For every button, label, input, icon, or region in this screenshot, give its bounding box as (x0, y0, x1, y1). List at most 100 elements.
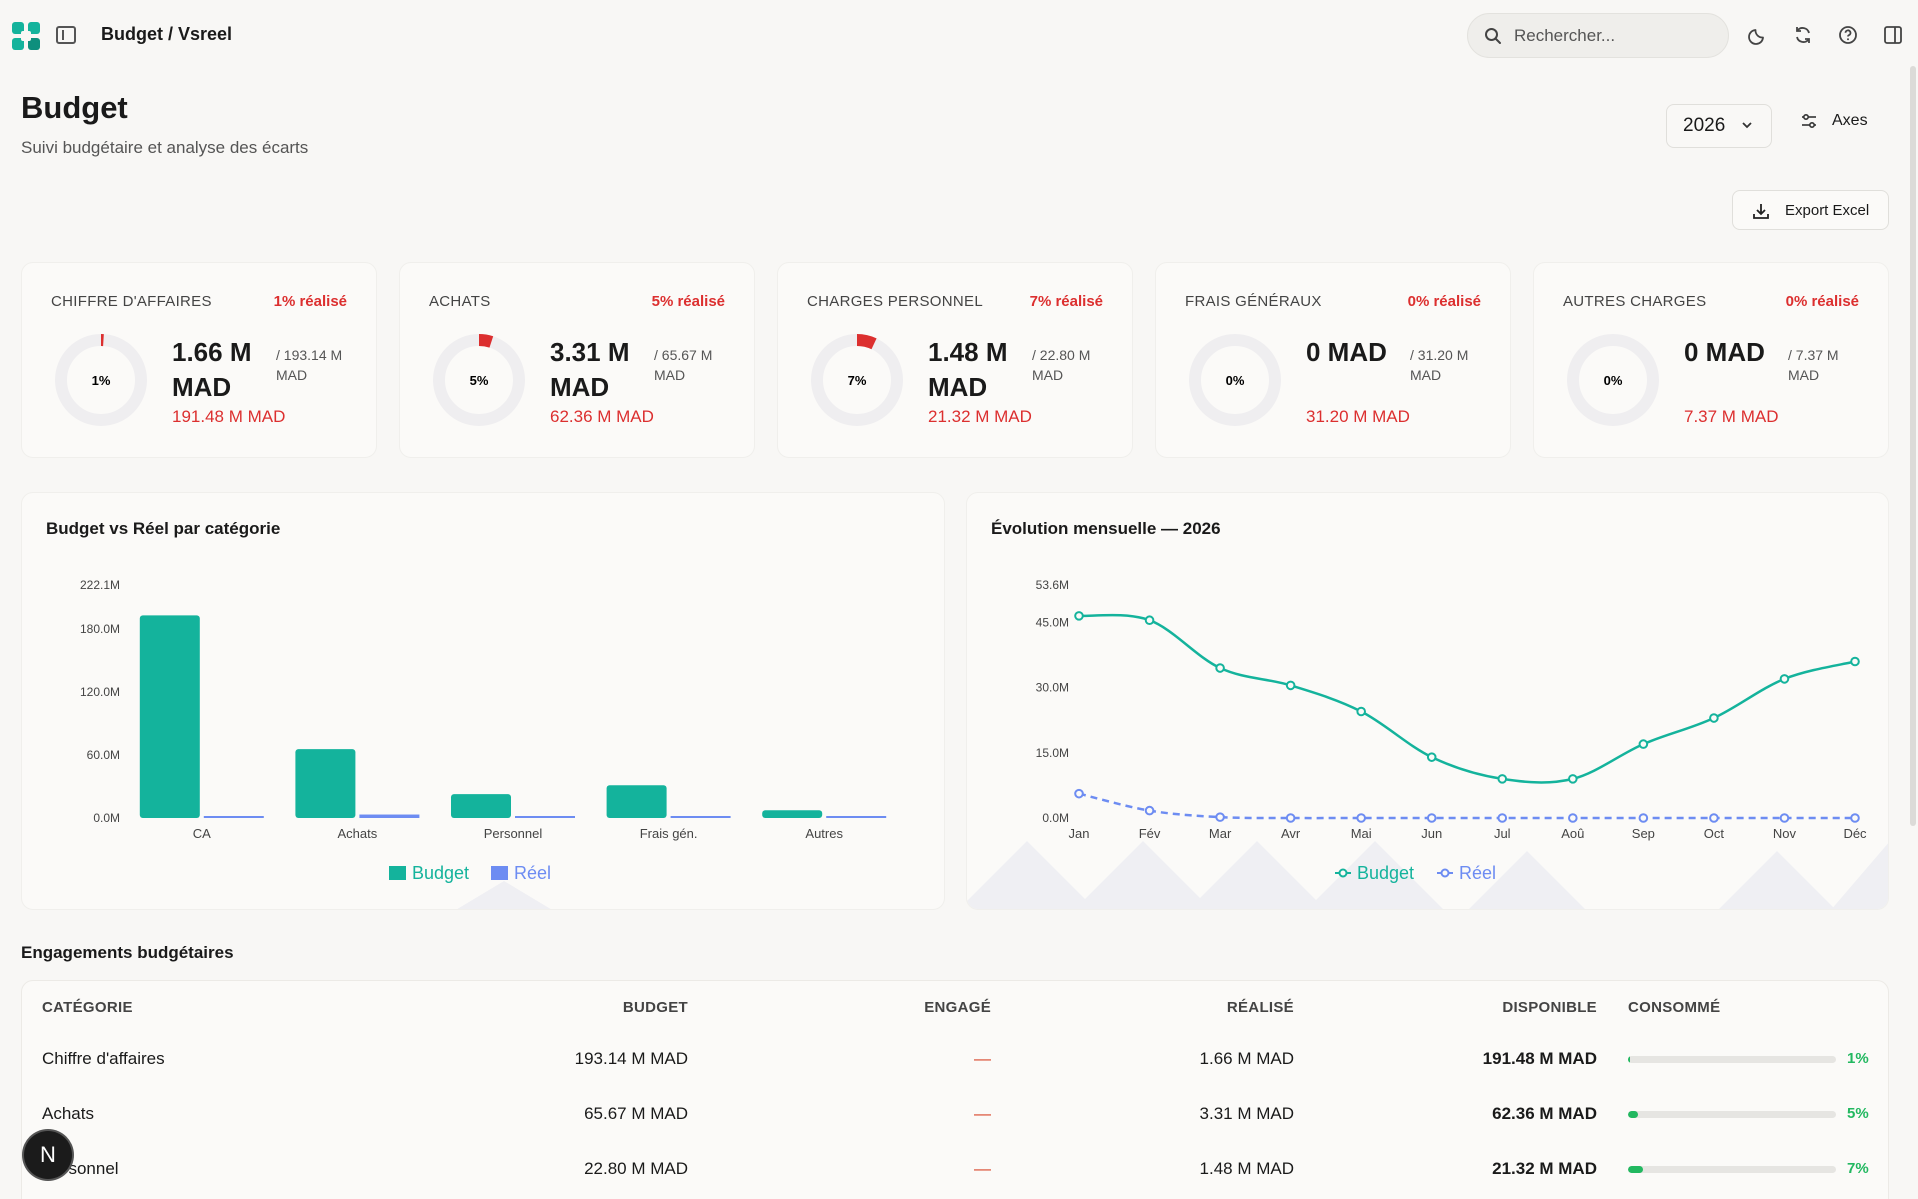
legend-label-reel: Réel (514, 863, 551, 883)
panel-icon[interactable] (1880, 22, 1906, 48)
x-tick-label: Personnel (484, 826, 543, 841)
bar-budget (606, 785, 667, 818)
kpi-budget: / 65.67 M MAD (654, 347, 713, 383)
legend-swatch-budget (389, 866, 406, 880)
donut-label: 0% (1226, 373, 1245, 388)
x-tick-label: Jun (1421, 826, 1442, 841)
x-tick-label: Sep (1632, 826, 1655, 841)
cell-disponible: 21.32 M MAD (1492, 1159, 1597, 1178)
sidebar-toggle-icon[interactable] (56, 26, 76, 44)
data-point (1215, 663, 1225, 673)
x-tick-label: Jul (1494, 826, 1511, 841)
cell-disponible: 191.48 M MAD (1482, 1049, 1597, 1068)
kpi-remaining: 191.48 M MAD (172, 407, 286, 426)
legend-swatch-reel (491, 866, 508, 880)
bar-budget (139, 615, 200, 818)
cell-engage: — (974, 1104, 991, 1123)
export-label: Export Excel (1785, 201, 1870, 219)
cell-budget: 193.14 M MAD (574, 1049, 688, 1068)
kpi-value: 0 MAD (1684, 337, 1765, 367)
breadcrumb: Budget / Vsreel (101, 24, 233, 44)
bar-budget (762, 810, 823, 818)
col-header-consomme[interactable]: CONSOMMÉ (1628, 999, 1721, 1016)
kpi-value: 1.66 M MAD (172, 337, 252, 402)
y-tick-label: 120.0M (80, 685, 120, 699)
export-excel-button[interactable]: Export Excel (1732, 190, 1889, 230)
col-header-disponible[interactable]: DISPONIBLE (1502, 999, 1597, 1016)
kpi-realise-pct: 1% réalisé (273, 293, 347, 310)
y-tick-label: 222.1M (80, 578, 120, 592)
logo-icon[interactable] (10, 20, 42, 52)
search-input[interactable]: Rechercher... (1467, 13, 1729, 58)
decorative-shape (1307, 841, 1443, 909)
search-placeholder: Rechercher... (1514, 25, 1616, 45)
x-tick-label: Fév (1139, 826, 1161, 841)
axes-button[interactable]: Axes (1800, 112, 1868, 130)
donut-fill (433, 334, 525, 426)
data-point (1779, 813, 1790, 823)
consumption-bar (1628, 1166, 1836, 1173)
donut-label: 0% (1604, 373, 1623, 388)
data-point (1074, 611, 1084, 621)
decorative-shape (967, 841, 1095, 909)
x-tick-label: Jan (1069, 826, 1090, 841)
moon-icon[interactable] (1745, 22, 1771, 48)
refresh-icon[interactable] (1790, 22, 1816, 48)
data-point (1356, 706, 1366, 717)
kpi-label: CHIFFRE D'AFFAIRES (51, 293, 212, 310)
page-subtitle: Suivi budgétaire et analyse des écarts (21, 138, 309, 157)
help-icon[interactable] (1835, 22, 1861, 48)
decorative-shape (1189, 841, 1325, 909)
y-tick-label: 53.6M (1036, 578, 1069, 592)
x-tick-label: Achats (338, 826, 378, 841)
data-point (1215, 812, 1225, 822)
y-tick-label: 0.0M (1042, 811, 1069, 825)
line-chart-title: Évolution mensuelle — 2026 (991, 519, 1221, 538)
consumption-bar (1628, 1056, 1836, 1063)
col-header-categorie[interactable]: CATÉGORIE (42, 999, 133, 1016)
col-header-budget[interactable]: BUDGET (622, 999, 688, 1016)
data-point (1850, 813, 1860, 823)
data-point (1850, 656, 1860, 667)
x-tick-label: Mar (1209, 826, 1232, 841)
year-value: 2026 (1683, 115, 1726, 136)
data-point (1497, 813, 1508, 823)
x-tick-label: CA (193, 826, 211, 841)
bar-budget (295, 749, 356, 818)
col-header-realise[interactable]: RÉALISÉ (1226, 999, 1294, 1016)
kpi-remaining: 21.32 M MAD (928, 407, 1032, 426)
kpi-budget: / 193.14 M MAD (276, 347, 343, 383)
donut-track (1567, 334, 1659, 426)
donut-label: 1% (92, 373, 111, 388)
line-chart-panel: Évolution mensuelle — 2026 0.0M 15.0M 30.0… (966, 492, 1889, 910)
donut-track (1189, 334, 1281, 426)
data-point (1779, 674, 1790, 684)
kpi-donut: 0% (1567, 334, 1659, 426)
engagements-table: CATÉGORIE BUDGET ENGAGÉ RÉALISÉ DISPONIB… (21, 980, 1889, 1199)
scrollbar[interactable] (1910, 66, 1916, 826)
top-bar: Budget / Vsreel Rechercher... (0, 0, 1918, 70)
year-select[interactable]: 2026 (1666, 104, 1772, 148)
kpi-card: CHARGES PERSONNEL 7% réalisé 1.48 M MAD / 2… (777, 262, 1133, 458)
bar-chart-title: Budget vs Réel par catégorie (46, 519, 281, 538)
donut-fill (811, 334, 903, 426)
col-header-engage[interactable]: ENGAGÉ (924, 999, 991, 1016)
kpi-budget: / 7.37 M MAD (1788, 347, 1839, 383)
y-tick-label: 30.0M (1036, 681, 1069, 695)
dev-badge[interactable]: N (24, 1131, 72, 1179)
x-tick-label: Avr (1281, 826, 1301, 841)
bar-chart: 0.0M 60.0M 120.0M 180.0M 222.1M CA Achats Perso… (80, 578, 887, 909)
kpi-realise-pct: 0% réalisé (1785, 293, 1859, 310)
kpi-value: 1.48 M MAD (928, 337, 1008, 402)
series-line-budget (1078, 613, 1856, 784)
cell-budget: 65.67 M MAD (584, 1104, 688, 1123)
download-icon (1753, 204, 1769, 219)
kpi-label: FRAIS GÉNÉRAUX (1185, 293, 1322, 310)
search-icon (1485, 28, 1501, 44)
bar-reel (670, 816, 731, 818)
engagements-title: Engagements budgétaires (21, 943, 234, 962)
cell-consomme: 5% (1847, 1105, 1869, 1122)
x-tick-label: Frais gén. (640, 826, 698, 841)
x-tick-label: Déc (1843, 826, 1867, 841)
line-chart: 0.0M 15.0M 30.0M 45.0M 53.6M Jan Fév Mar Avr Mai J… (967, 578, 1888, 909)
